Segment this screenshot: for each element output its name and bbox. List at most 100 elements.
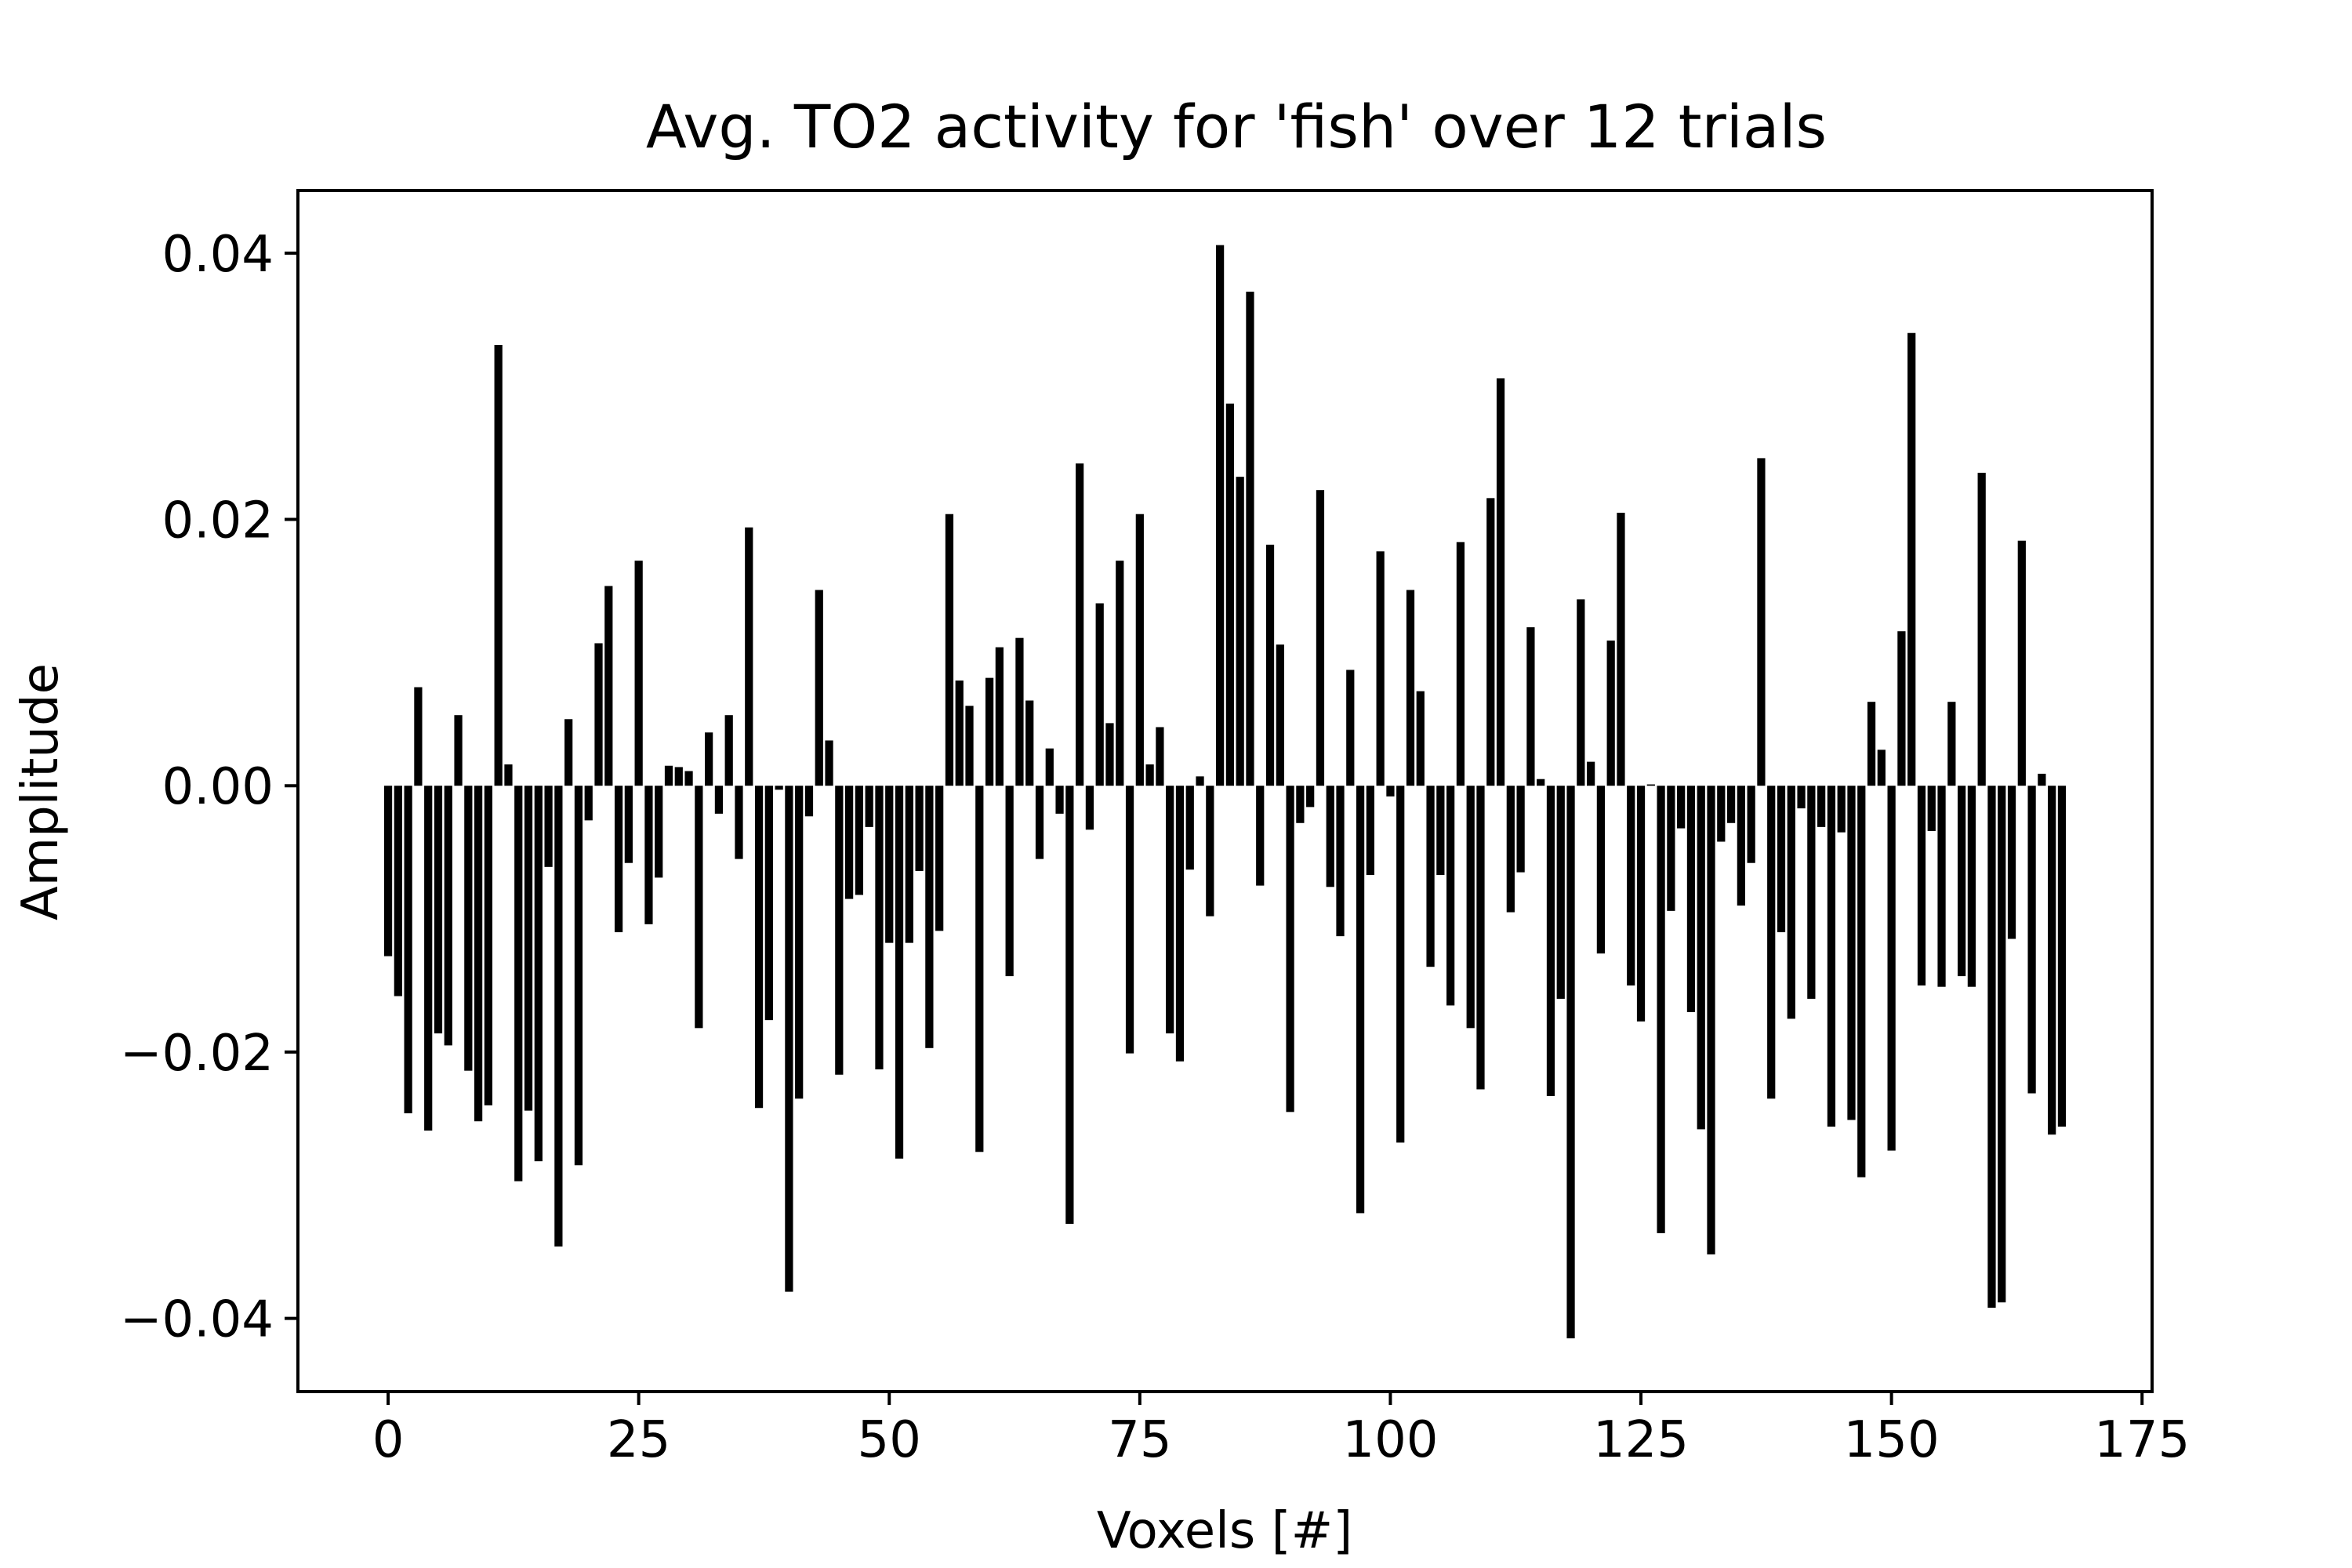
bar [1797,786,1806,809]
x-axis-label: Voxels [#] [1097,1502,1352,1560]
x-axis: 0 25 50 75 100 125 150 175 [372,1392,2190,1469]
bar [1215,245,1225,786]
bar [1246,292,1254,786]
bar [875,786,884,1069]
bar [754,786,764,1109]
bar [2007,786,2016,939]
bar [624,786,633,863]
x-tick-label: 150 [1844,1411,1940,1469]
bar [554,786,563,1247]
bar [1957,786,1966,977]
bar [1556,786,1565,999]
bar [1566,786,1575,1339]
bar [1326,786,1334,887]
bar [1717,786,1726,842]
bar [484,786,493,1105]
bar [1346,670,1355,786]
bar [1596,786,1606,954]
bar [1095,603,1104,786]
bar [504,764,513,786]
bar [1116,561,1124,786]
bar [1426,786,1435,967]
y-axis-label: Amplitude [12,663,70,920]
bar [1947,702,1956,786]
bar [1987,786,1996,1308]
bar [1927,786,1936,831]
bar [1857,786,1866,1178]
bar [1546,786,1555,1096]
bar [1847,786,1856,1120]
bar [414,687,423,786]
bar [574,786,583,1166]
bar [1366,786,1374,876]
bar [424,786,433,1131]
bar [1306,786,1315,808]
bar [785,786,793,1292]
x-tick-label: 50 [858,1411,921,1469]
bar [1145,764,1154,786]
bar [1897,631,1906,786]
bar [1125,786,1134,1054]
bar [1376,551,1385,786]
bar [1065,786,1074,1224]
bar [835,786,844,1075]
bar [1686,786,1696,1012]
bar [1737,786,1745,906]
bar [735,786,743,859]
bar [444,786,452,1046]
bar [1076,463,1084,786]
bar [945,514,954,786]
bar [1817,786,1826,827]
bar [1456,542,1465,786]
bar [1757,458,1766,786]
bar [604,586,613,786]
bar [584,786,593,821]
x-tick-label: 75 [1108,1411,1171,1469]
bar [1175,786,1185,1062]
bar [1406,590,1415,786]
bar [454,715,463,786]
bar [1707,786,1715,1255]
bar [1837,786,1846,833]
bar [1677,786,1686,829]
bar [614,786,623,933]
bar [815,590,823,786]
bar [1476,786,1485,1090]
bar [1166,786,1174,1034]
bar [644,786,653,924]
bar [935,786,944,931]
bar [1005,786,1014,977]
bar [1386,786,1395,797]
bar [1636,786,1646,1022]
bar [664,765,673,786]
bar [1506,786,1515,913]
bar [2027,786,2036,1094]
bar [1196,776,1204,786]
bar [1887,786,1896,1151]
bar [1276,644,1284,786]
bar [1416,691,1425,786]
bar [1617,513,1625,786]
y-tick-label: 0.04 [162,226,274,284]
bar [1135,514,1144,786]
bar [1466,786,1475,1029]
bar [925,786,934,1048]
bar [564,719,573,786]
y-tick-label: 0.02 [162,492,274,550]
bar [2048,786,2056,1135]
bar [1667,786,1675,911]
bar [383,786,393,956]
bar [995,647,1004,786]
bar [1286,786,1294,1112]
bar [1526,627,1535,786]
bar [594,643,603,786]
bar [1877,750,1886,786]
bar [1577,599,1585,786]
bar [695,786,703,1029]
bar [1646,784,1655,786]
bar [1777,786,1786,933]
x-tick-label: 0 [372,1411,405,1469]
bar [1316,490,1325,786]
bar [804,786,814,817]
